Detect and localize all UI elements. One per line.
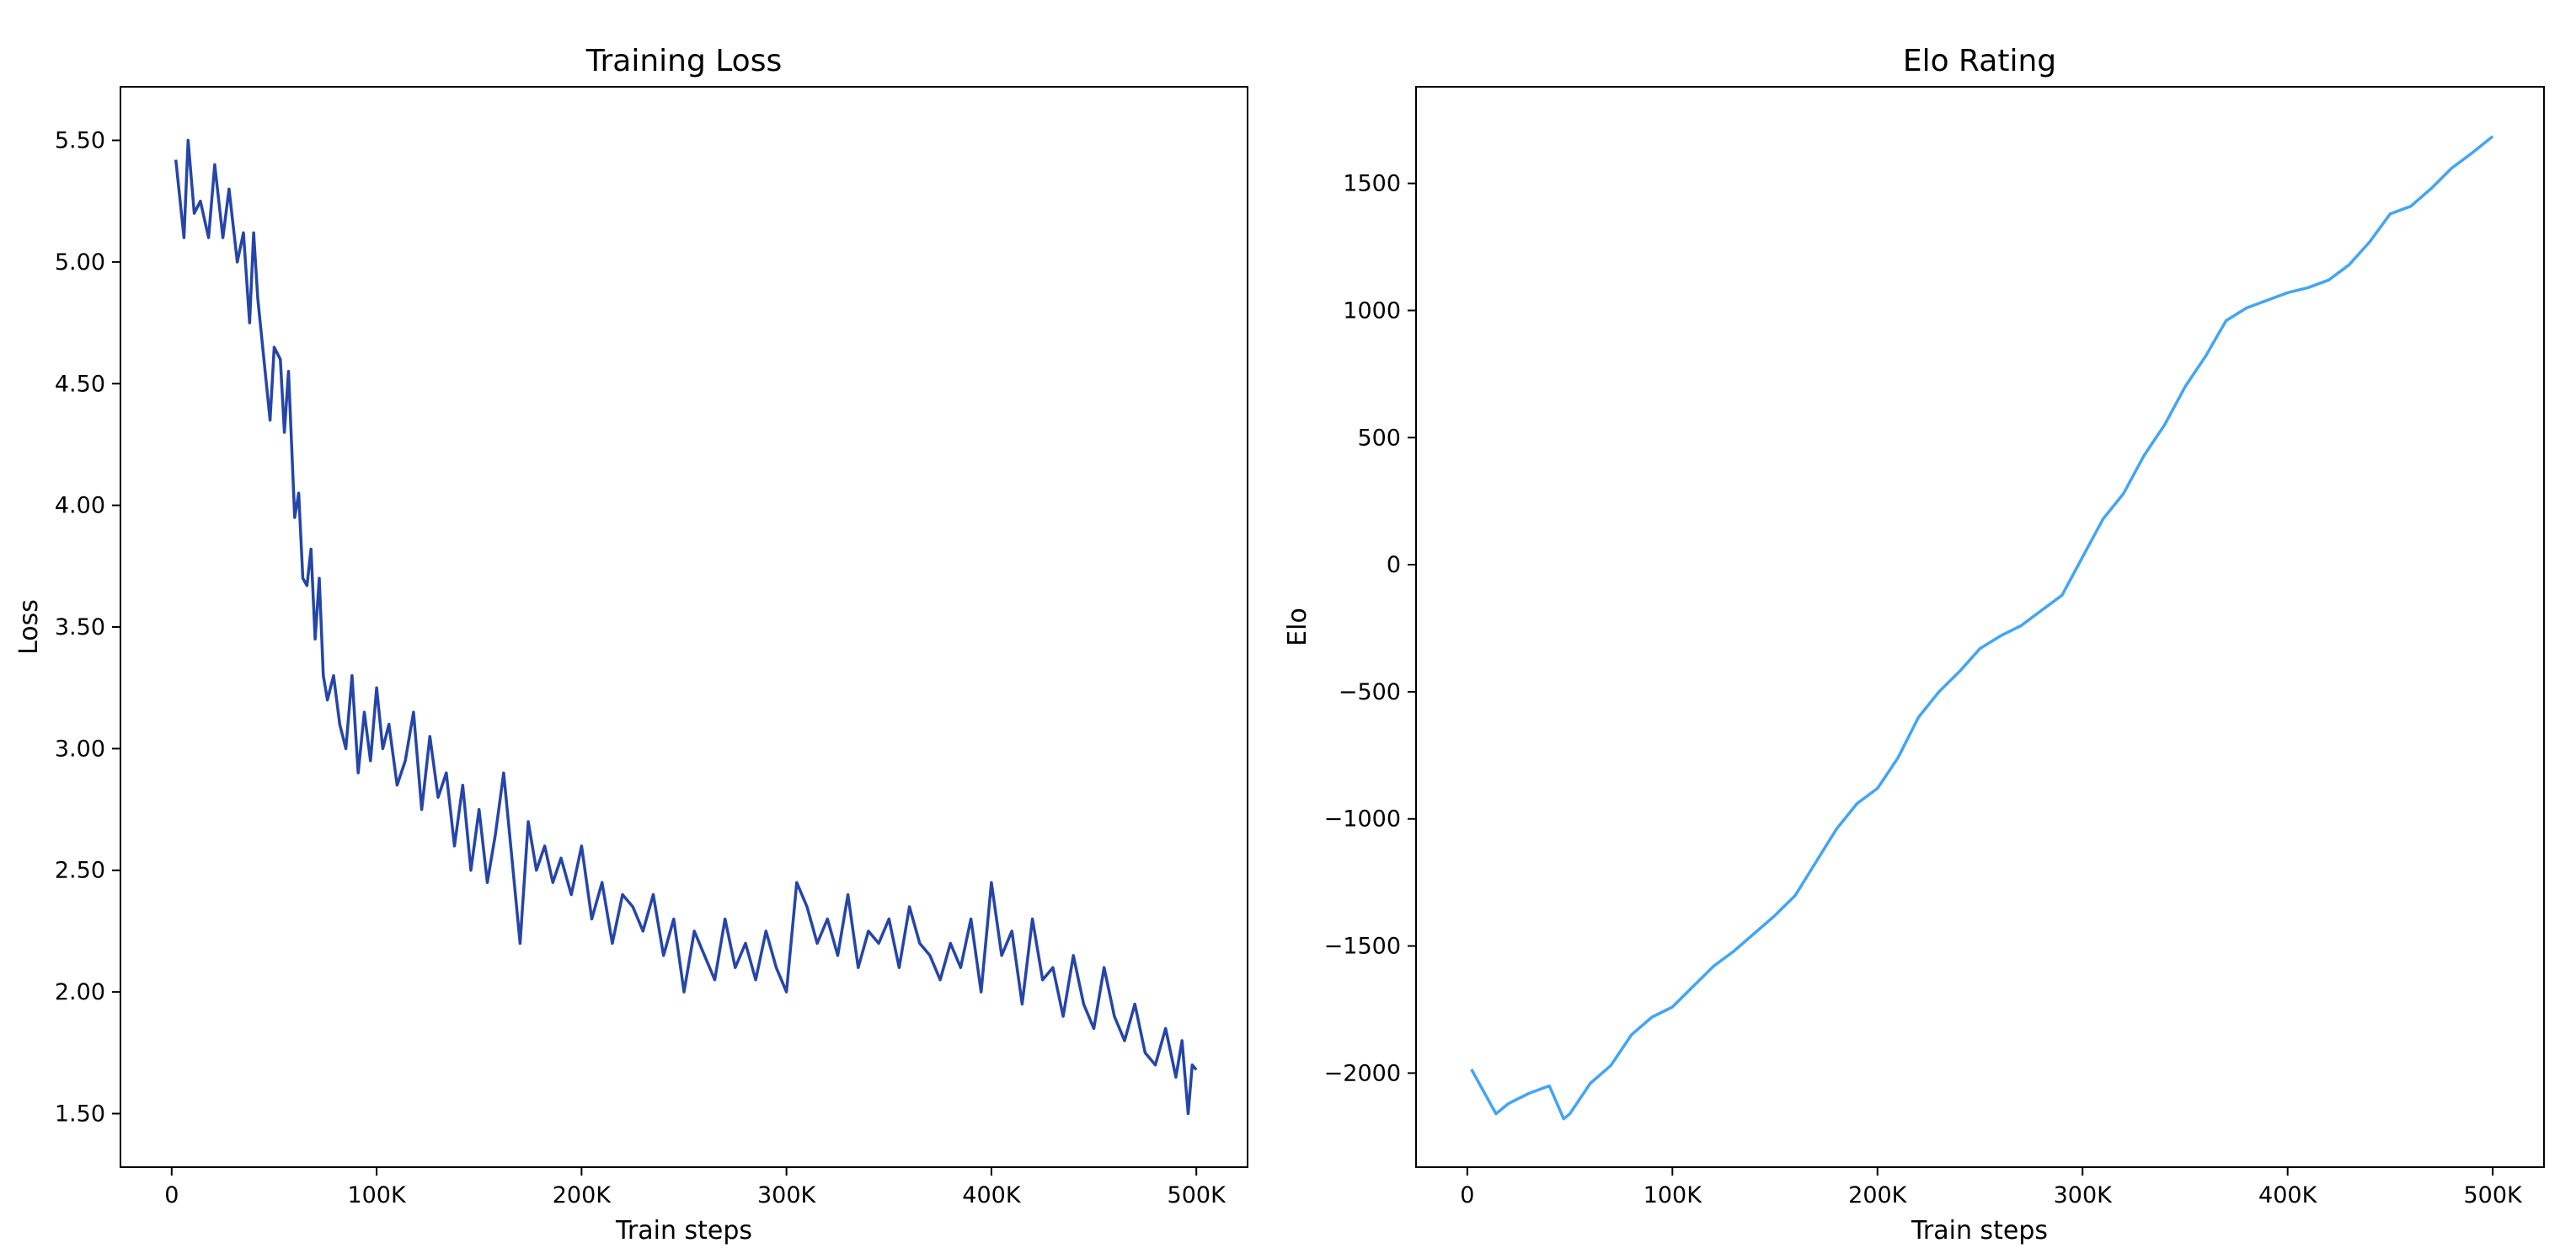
loss-ticks: 0 100K 200K 300K 400K 500K 1.50 2.00 2.50 3.00 3.5… <box>55 128 1227 1208</box>
elo-x-tick-label: 0 <box>1460 1182 1474 1208</box>
loss-x-tick-label: 100K <box>347 1182 407 1208</box>
loss-y-tick-label: 2.50 <box>55 858 105 884</box>
elo-line <box>1470 135 2494 1121</box>
loss-y-tick-label: 5.50 <box>55 128 105 154</box>
elo-chart-title: Elo Rating <box>1903 44 2056 78</box>
elo-y-axis-label: Elo <box>1283 608 1312 646</box>
loss-y-tick-label: 3.00 <box>55 736 105 762</box>
elo-y-tick-label: 500 <box>1357 425 1401 451</box>
loss-x-axis-label: Train steps <box>615 1216 752 1246</box>
elo-ticks: 0 100K 200K 300K 400K 500K −2000 −1500 −1000 −500… <box>1324 171 2523 1208</box>
elo-x-axis-label: Train steps <box>1911 1216 2048 1246</box>
elo-x-tick-label: 500K <box>2464 1182 2524 1208</box>
elo-x-tick-label: 100K <box>1643 1182 1703 1208</box>
elo-x-tick-label: 300K <box>2054 1182 2114 1208</box>
loss-chart-title: Training Loss <box>585 44 782 78</box>
elo-plot-frame <box>1415 86 2545 1168</box>
loss-line <box>174 138 1198 1116</box>
loss-x-tick-label: 0 <box>164 1182 179 1208</box>
loss-y-tick-label: 3.50 <box>55 614 105 640</box>
elo-y-tick-label: −1500 <box>1324 934 1401 960</box>
loss-x-tick-label: 500K <box>1168 1182 1227 1208</box>
elo-y-tick-label: 1000 <box>1343 297 1401 324</box>
elo-chart: Elo Rating 0 100K 200K 300K 400K 500K −2000 −15… <box>1283 44 2545 1246</box>
elo-x-tick-label: 400K <box>2258 1182 2318 1208</box>
loss-x-tick-label: 400K <box>962 1182 1022 1208</box>
loss-y-tick-label: 2.00 <box>55 979 105 1005</box>
elo-x-tick-label: 200K <box>1848 1182 1908 1208</box>
loss-x-tick-label: 300K <box>757 1182 817 1208</box>
loss-y-axis-label: Loss <box>14 599 44 655</box>
loss-y-tick-label: 5.00 <box>55 249 105 276</box>
elo-y-tick-label: −1000 <box>1324 806 1401 833</box>
elo-y-tick-label: −500 <box>1339 679 1401 705</box>
loss-y-tick-label: 4.00 <box>55 493 105 519</box>
loss-chart: Training Loss 0 100K 200K 300K 400K 500K 1.50 2… <box>14 44 1248 1246</box>
elo-y-tick-label: −2000 <box>1324 1060 1401 1086</box>
loss-y-tick-label: 4.50 <box>55 371 105 397</box>
elo-y-tick-label: 1500 <box>1343 171 1401 197</box>
elo-y-tick-label: 0 <box>1387 552 1401 578</box>
loss-y-tick-label: 1.50 <box>55 1101 105 1127</box>
loss-x-tick-label: 200K <box>553 1182 612 1208</box>
